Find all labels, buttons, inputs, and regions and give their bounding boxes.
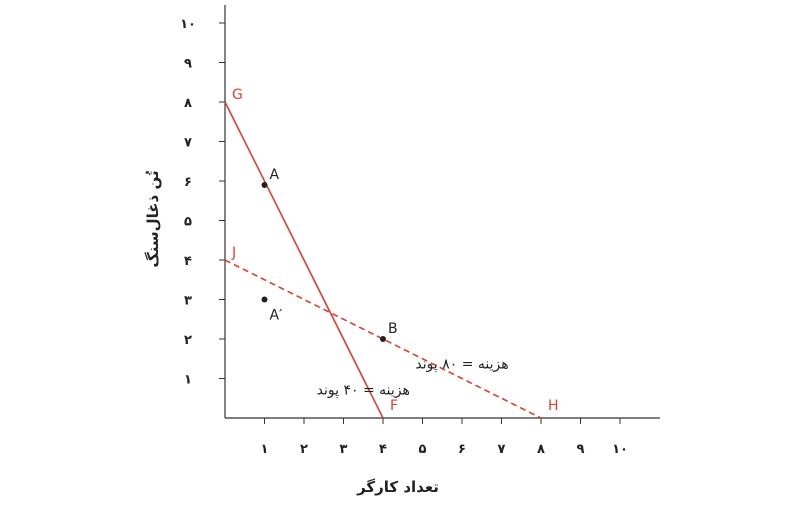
- y-tick-label: ۸: [184, 96, 192, 111]
- line-end-label: H: [548, 398, 559, 414]
- data-point: [380, 336, 386, 342]
- x-tick-label: ۵: [419, 442, 427, 457]
- annotations: هزینه = ۸۰ پوند هزینه = ۴۰ پوند: [317, 357, 509, 399]
- y-tick-label: ۳: [184, 294, 192, 309]
- point-label: A′: [270, 308, 283, 324]
- x-tick-label: ۶: [458, 442, 466, 457]
- line-end-label: F: [390, 398, 398, 414]
- y-axis-ticks: ۱ ۲ ۳ ۴ ۵ ۶ ۷ ۸ ۹ ۱۰: [180, 17, 225, 388]
- y-tick-label: ۶: [184, 175, 192, 190]
- y-tick-label: ۲: [184, 333, 192, 348]
- x-axis-ticks: ۱ ۲ ۳ ۴ ۵ ۶ ۷ ۸ ۹ ۱۰: [261, 418, 628, 457]
- cost-annotation: هزینه = ۴۰ پوند: [317, 382, 410, 398]
- y-tick-label: ۵: [184, 215, 192, 230]
- x-tick-label: ۳: [340, 442, 348, 457]
- x-tick-label: ۷: [498, 442, 506, 457]
- x-tick-label: ۴: [379, 442, 387, 457]
- x-tick-label: ۱: [261, 442, 269, 457]
- line-start-label: G: [232, 87, 243, 103]
- data-points: A A′ B: [261, 167, 398, 342]
- x-tick-label: ۸: [537, 442, 545, 457]
- x-axis-title: تعداد کارگر: [356, 478, 439, 496]
- y-tick-label: ۷: [184, 136, 192, 151]
- x-tick-label: ۲: [300, 442, 308, 457]
- y-tick-label: ۱: [184, 373, 192, 388]
- data-point: [261, 181, 268, 188]
- cost-lines: G F J H: [224, 87, 559, 419]
- solid-cost-line: [224, 101, 384, 419]
- x-tick-label: ۱۰: [612, 442, 628, 457]
- y-tick-label: ۱۰: [180, 17, 196, 32]
- data-point: [261, 296, 268, 303]
- line-start-label: J: [231, 245, 236, 261]
- y-tick-label: ۹: [184, 57, 192, 72]
- axes: [224, 5, 660, 419]
- y-tick-label: ۴: [184, 254, 192, 269]
- cost-annotation: هزینه = ۸۰ پوند: [415, 357, 508, 373]
- point-label: A: [270, 167, 280, 183]
- y-axis-title: تُن ذغال‌سنگ: [144, 170, 162, 267]
- x-tick-label: ۹: [577, 442, 585, 457]
- dashed-cost-line: [224, 259, 542, 419]
- point-label: B: [388, 321, 398, 337]
